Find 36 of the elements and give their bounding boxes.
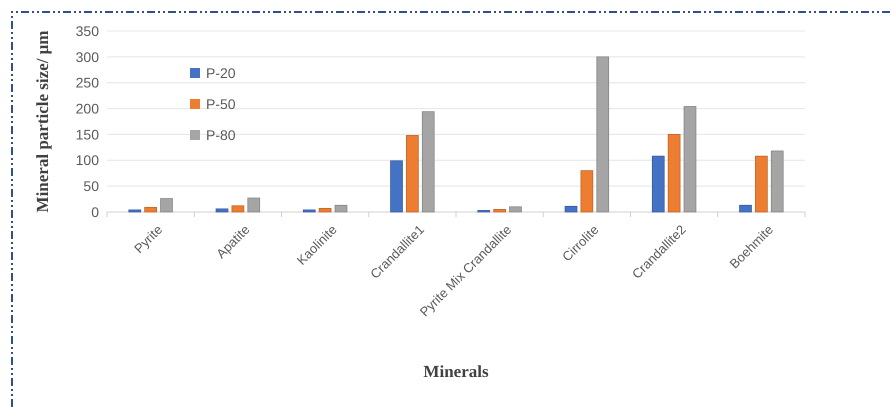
bar: [755, 156, 768, 212]
bar: [770, 150, 784, 212]
bar: [160, 198, 173, 212]
legend-label: P-20: [206, 64, 236, 81]
bar: [596, 56, 610, 212]
bar: [509, 206, 522, 212]
bar: [318, 208, 332, 212]
bar: [302, 210, 316, 212]
y-tick-label: 0: [91, 204, 100, 220]
bar: [652, 156, 665, 212]
bar: [668, 134, 680, 212]
bar: [128, 210, 142, 212]
y-tick-label: 100: [76, 152, 100, 168]
bar: [334, 204, 348, 212]
bar: [684, 106, 696, 212]
x-axis-title: Minerals: [423, 362, 489, 381]
bar: [247, 198, 260, 212]
y-axis-title: Mineral particle size/ μm: [33, 30, 52, 212]
bar: [580, 170, 594, 212]
bar: [422, 111, 435, 212]
y-tick-label: 350: [76, 22, 100, 39]
bar: [406, 135, 419, 212]
y-tick-label: 250: [76, 74, 100, 91]
bar: [493, 209, 506, 212]
y-tick-label: 50: [83, 178, 100, 194]
y-tick-label: 200: [76, 100, 100, 116]
bar: [232, 205, 244, 212]
y-tick-label: 300: [76, 48, 100, 65]
y-tick-label: 150: [76, 126, 100, 142]
bar: [144, 206, 157, 212]
bar: [390, 160, 403, 212]
bar: [216, 208, 228, 212]
legend-label: P-50: [206, 96, 236, 112]
legend-label: P-80: [206, 126, 236, 143]
bar: [564, 206, 578, 212]
bar: [739, 204, 752, 212]
